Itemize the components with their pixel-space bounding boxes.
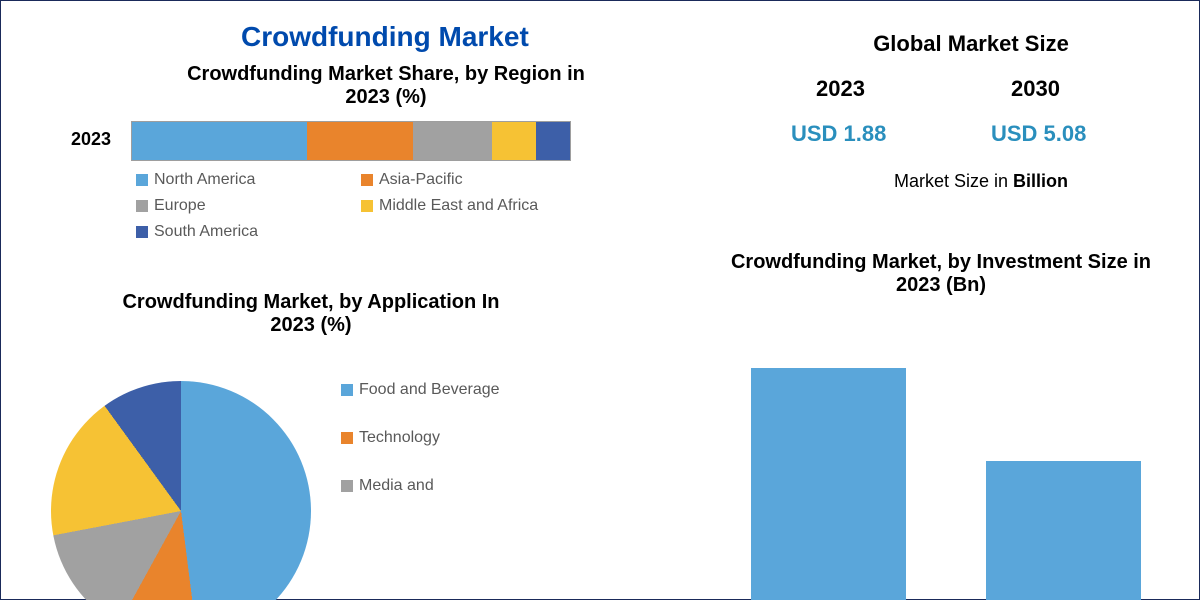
- region-share-segment: [307, 121, 413, 161]
- legend-swatch: [341, 384, 353, 396]
- region-share-segment: [413, 121, 492, 161]
- legend-item: Europe: [136, 197, 351, 215]
- application-pie-legend: Food and Beverage Technology Media and: [341, 381, 601, 495]
- gms-subtitle: Market Size in Billion: [851, 171, 1111, 192]
- gms-value-2: USD 5.08: [991, 121, 1086, 147]
- region-share-segment: [536, 121, 571, 161]
- legend-swatch: [136, 174, 148, 186]
- region-share-year-label: 2023: [71, 129, 111, 150]
- investment-bar: [986, 461, 1141, 600]
- gms-year-2: 2030: [1011, 76, 1060, 102]
- legend-label: Asia-Pacific: [379, 171, 463, 189]
- investment-bars-area: [721, 321, 1161, 600]
- region-share-title: Crowdfunding Market Share, by Region in …: [171, 63, 601, 109]
- legend-swatch: [361, 200, 373, 212]
- legend-item: Food and Beverage: [341, 381, 601, 399]
- legend-label: North America: [154, 171, 255, 189]
- region-share-bar: [131, 121, 571, 161]
- legend-swatch: [341, 480, 353, 492]
- legend-swatch: [341, 432, 353, 444]
- legend-item: North America: [136, 171, 351, 189]
- region-share-bar-row: [131, 121, 571, 161]
- gms-subtitle-prefix: Market Size in: [894, 171, 1013, 191]
- application-pie-chart: [51, 381, 311, 600]
- legend-swatch: [136, 226, 148, 238]
- application-pie-title: Crowdfunding Market, by Application In 2…: [111, 291, 511, 337]
- legend-label: Europe: [154, 197, 206, 215]
- gms-year-1: 2023: [816, 76, 865, 102]
- gms-subtitle-bold: Billion: [1013, 171, 1068, 191]
- legend-swatch: [361, 174, 373, 186]
- page-title: Crowdfunding Market: [241, 21, 529, 53]
- legend-label: Middle East and Africa: [379, 197, 538, 215]
- infographic-canvas: Crowdfunding Market Crowdfunding Market …: [0, 0, 1200, 600]
- legend-label: Media and: [359, 477, 434, 495]
- application-pie: [51, 381, 311, 600]
- gms-value-1: USD 1.88: [791, 121, 886, 147]
- gms-title: Global Market Size: [821, 31, 1121, 57]
- legend-label: Technology: [359, 429, 440, 447]
- legend-item: Middle East and Africa: [361, 197, 576, 215]
- legend-item: Technology: [341, 429, 601, 447]
- legend-item: South America: [136, 223, 351, 241]
- region-share-legend: North America Asia-Pacific Europe Middle Ea…: [136, 171, 576, 241]
- legend-item: Media and: [341, 477, 601, 495]
- investment-bar: [751, 368, 906, 600]
- investment-bars-title: Crowdfunding Market, by Investment Size …: [721, 251, 1161, 297]
- legend-label: Food and Beverage: [359, 381, 500, 399]
- region-share-segment: [131, 121, 307, 161]
- legend-item: Asia-Pacific: [361, 171, 576, 189]
- legend-label: South America: [154, 223, 258, 241]
- region-share-segment: [492, 121, 536, 161]
- legend-swatch: [136, 200, 148, 212]
